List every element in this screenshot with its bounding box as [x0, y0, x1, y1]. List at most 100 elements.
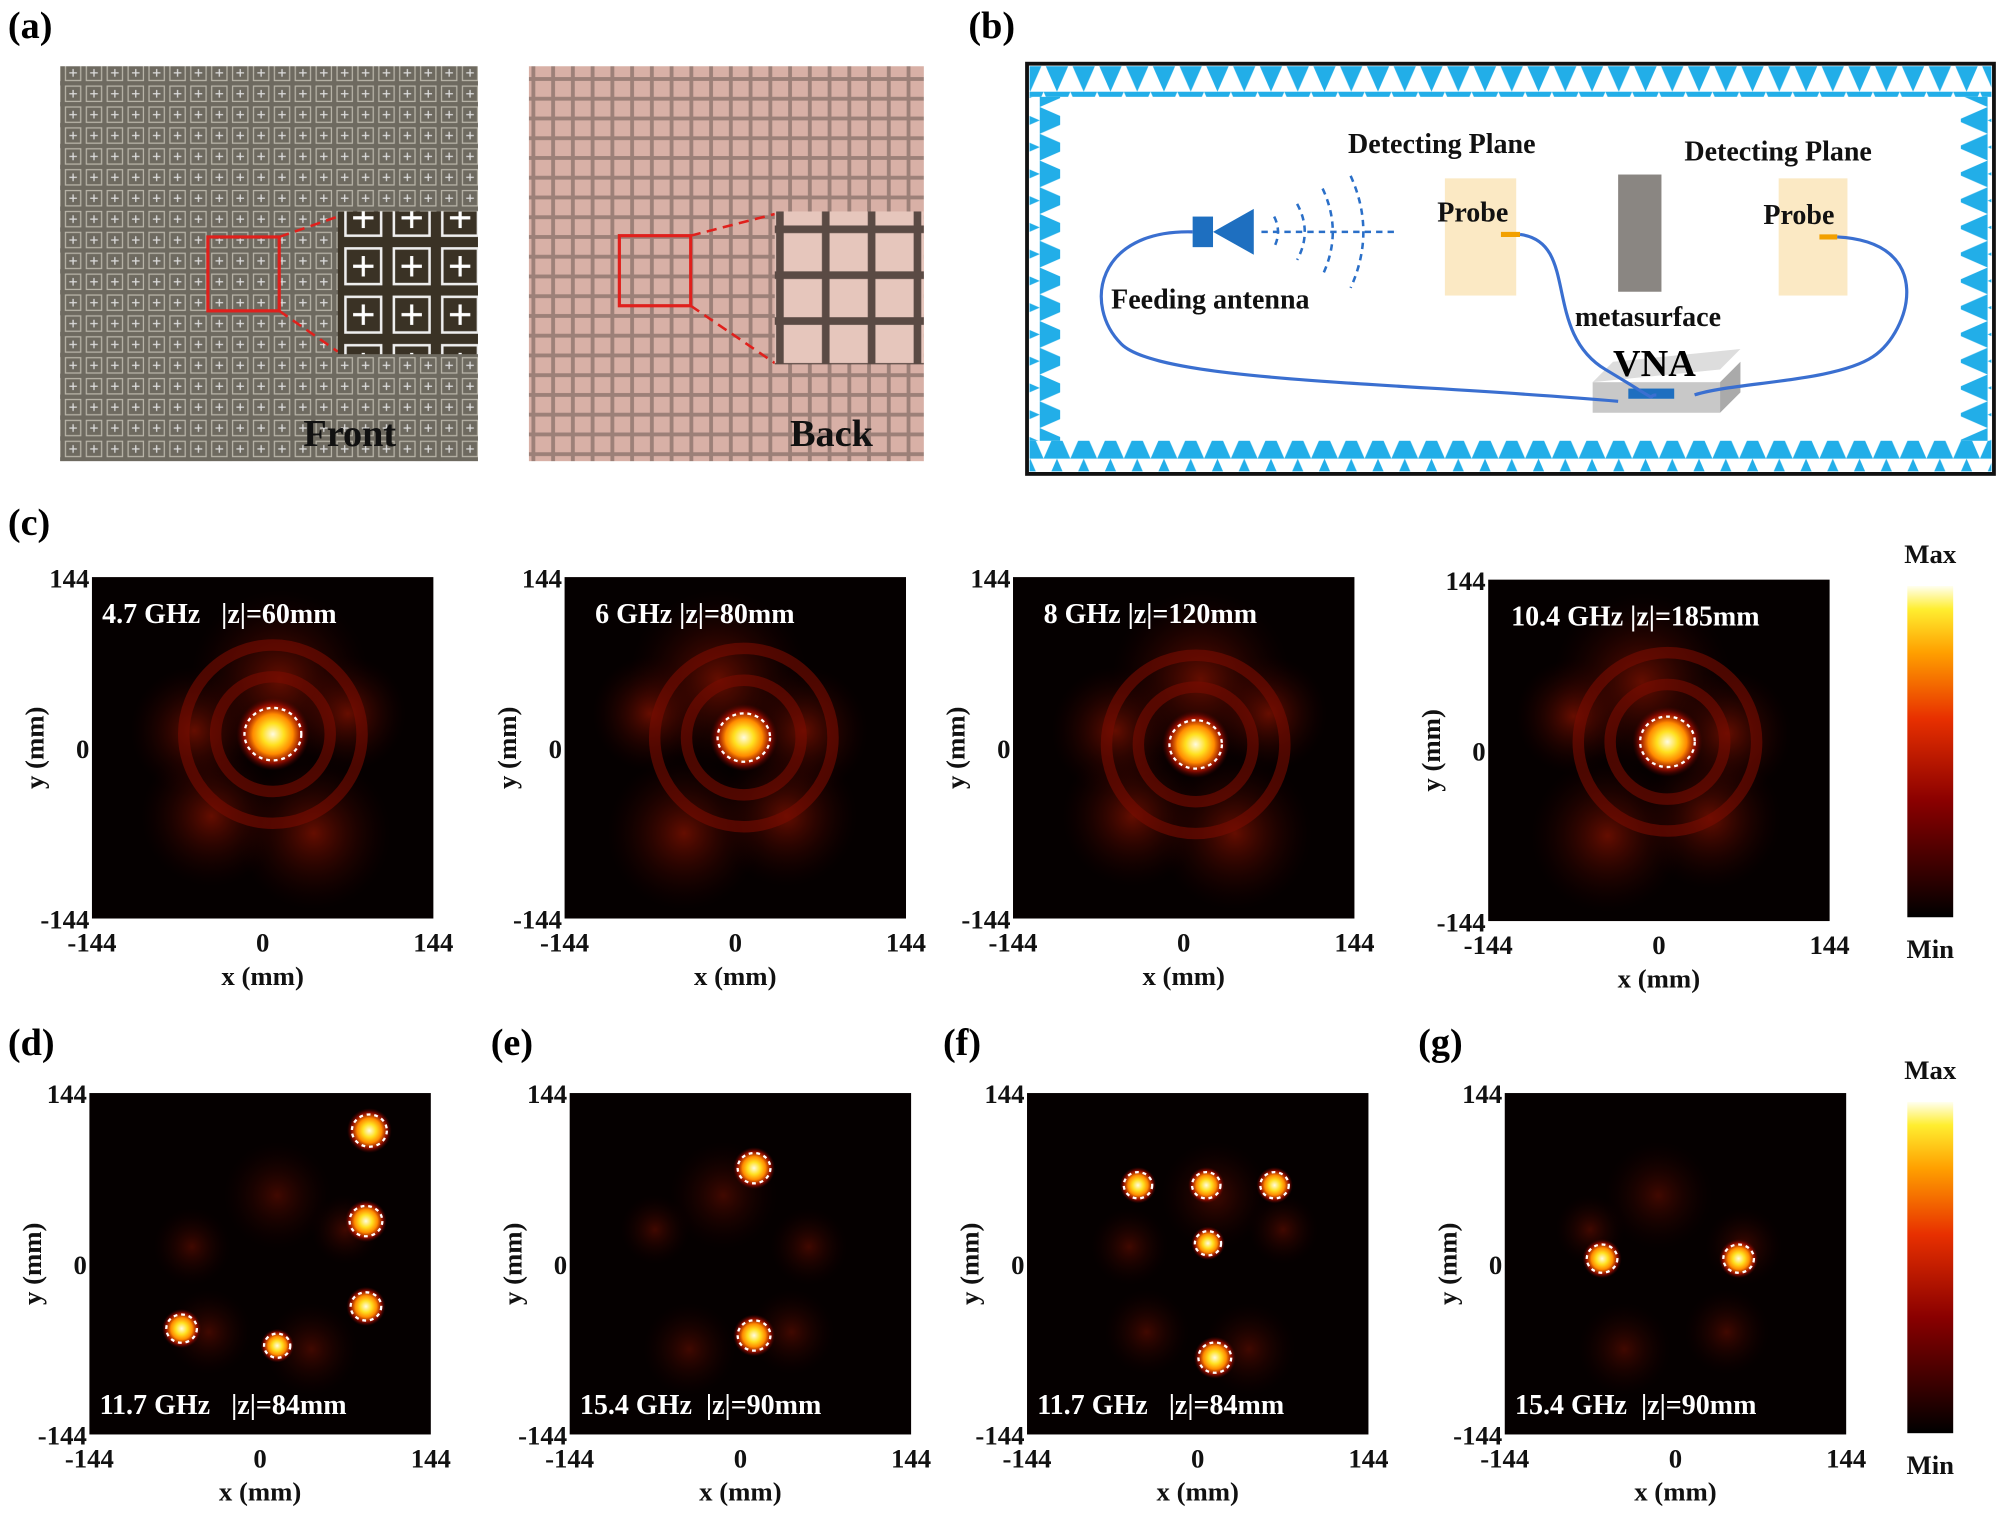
x-tick-label: -144 [545, 1444, 594, 1474]
field-map: 8 GHz |z|=120mm -144 144 0 0 144 -144 x (mm) y (… [941, 563, 1375, 990]
x-tick-label: -144 [1003, 1444, 1052, 1474]
x-tick-label: 144 [886, 928, 926, 958]
map-background [1504, 1093, 1847, 1435]
focal-spot [260, 1328, 294, 1363]
background-glow [1604, 1141, 1712, 1249]
field-map: 10.4 GHz |z|=185mm -144 144 0 0 144 -144 x (mm)… [1416, 566, 1850, 993]
y-tick-label: 0 [1011, 1250, 1024, 1280]
focal-spot [1191, 1226, 1225, 1261]
y-axis-label: y (mm) [1432, 1223, 1462, 1305]
y-tick-label: 144 [970, 563, 1010, 593]
focus-marker [349, 1291, 383, 1322]
focus-marker [736, 1151, 772, 1185]
x-axis-label: x (mm) [1157, 1477, 1239, 1507]
focal-spot [236, 697, 310, 771]
x-tick-label: -144 [65, 1444, 114, 1474]
map-caption: 15.4 GHz |z|=90mm [1515, 1390, 1756, 1421]
field-map: 11.7 GHz |z|=84mm -144 144 0 0 144 -144 x (mm) y… [17, 1079, 451, 1506]
y-tick-label: 0 [1489, 1250, 1502, 1280]
y-tick-label: -144 [975, 1421, 1024, 1451]
panel-label: (d) [8, 1022, 55, 1064]
background-glow [153, 1208, 231, 1285]
y-axis-label: y (mm) [497, 1223, 527, 1305]
y-tick-label: 0 [554, 1250, 567, 1280]
field-map: 15.4 GHz |z|=90mm -144 144 0 0 144 -144 x (mm) y… [497, 1079, 931, 1506]
background-glow [643, 1303, 736, 1395]
y-axis-label: y (mm) [492, 707, 522, 789]
y-tick-label: 144 [1446, 566, 1486, 596]
background-glow [1104, 1290, 1189, 1375]
background-glow [620, 1195, 690, 1265]
y-tick-label: 0 [73, 1250, 86, 1280]
x-tick-label: 144 [1826, 1444, 1866, 1474]
background-glow [1248, 1195, 1318, 1265]
focus-marker [348, 1204, 384, 1238]
x-tick-label: -144 [1480, 1444, 1529, 1474]
ring [177, 639, 368, 830]
background-glow [1091, 1208, 1168, 1285]
setup-label: Feeding antenna [1111, 284, 1309, 315]
y-tick-label: 0 [997, 734, 1010, 764]
background-glow [1062, 746, 1203, 887]
y-tick-label: -144 [1437, 907, 1486, 937]
focal-spot [1632, 706, 1703, 777]
map-background [1027, 1093, 1369, 1435]
colorbar-max: Max [1904, 1055, 1957, 1085]
focus-marker [1585, 1243, 1619, 1274]
x-tick-label: 0 [253, 1444, 266, 1474]
background-glow [1578, 1303, 1671, 1395]
colorbar-max: Max [1904, 539, 1957, 569]
setup-label: VNA [1613, 343, 1696, 385]
map-caption: 11.7 GHz |z|=84mm [100, 1390, 347, 1421]
y-axis-label: y (mm) [1416, 709, 1446, 791]
focus-marker [736, 1319, 772, 1352]
setup-label: Probe [1437, 198, 1508, 229]
map-caption: 8 GHz |z|=120mm [1044, 599, 1257, 630]
field-map: 4.7 GHz |z|=60mm -144 144 0 0 144 -144 x (mm) y … [20, 563, 454, 990]
y-tick-label: 0 [76, 734, 89, 764]
focus-marker [243, 706, 303, 762]
panel-label: (g) [1418, 1022, 1463, 1064]
setup-diagram: Detecting Plane Detecting Plane Probe Pr… [1025, 61, 1996, 476]
focus-marker [350, 1113, 388, 1148]
y-tick-label: 144 [47, 1079, 87, 1109]
x-axis-label: x (mm) [219, 1477, 301, 1507]
y-tick-label: 144 [527, 1079, 567, 1109]
map-caption: 11.7 GHz |z|=84mm [1037, 1390, 1284, 1421]
x-tick-label: 144 [1334, 928, 1374, 958]
map-caption: 6 GHz |z|=80mm [595, 599, 794, 630]
x-tick-label: 0 [734, 1444, 747, 1474]
x-axis-label: x (mm) [221, 961, 303, 991]
field-map: 6 GHz |z|=80mm -144 144 0 0 144 -144 x (mm) y (m… [492, 563, 926, 990]
photo-front: Front [60, 66, 478, 462]
y-tick-label: 144 [49, 563, 89, 593]
x-tick-label: 0 [256, 928, 269, 958]
ring [209, 671, 336, 798]
panel-label: (c) [8, 502, 50, 544]
x-tick-label: 0 [729, 928, 742, 958]
background-glow [290, 656, 406, 771]
focus-marker [262, 1332, 292, 1359]
x-tick-label: 0 [1177, 928, 1190, 958]
setup-label: metasurface [1575, 302, 1721, 333]
focus-marker [1190, 1170, 1222, 1200]
y-tick-label: 0 [1472, 737, 1485, 767]
background-glow [749, 1290, 834, 1375]
x-axis-label: x (mm) [694, 961, 776, 991]
ring [648, 642, 839, 833]
panel-label: (b) [968, 5, 1015, 47]
y-tick-label: -144 [518, 1421, 567, 1451]
ring [680, 674, 807, 801]
ring [1100, 649, 1291, 840]
setup-label: Probe [1763, 200, 1834, 231]
ring [1604, 678, 1731, 805]
photo-label: Front [303, 413, 396, 455]
background-glow [770, 1208, 847, 1285]
y-tick-label: -144 [40, 905, 89, 935]
y-tick-label: -144 [1453, 1421, 1502, 1451]
y-tick-label: 0 [549, 734, 562, 764]
map-background [569, 1093, 912, 1435]
panel-label: (f) [943, 1022, 981, 1064]
y-tick-label: -144 [38, 1421, 87, 1451]
